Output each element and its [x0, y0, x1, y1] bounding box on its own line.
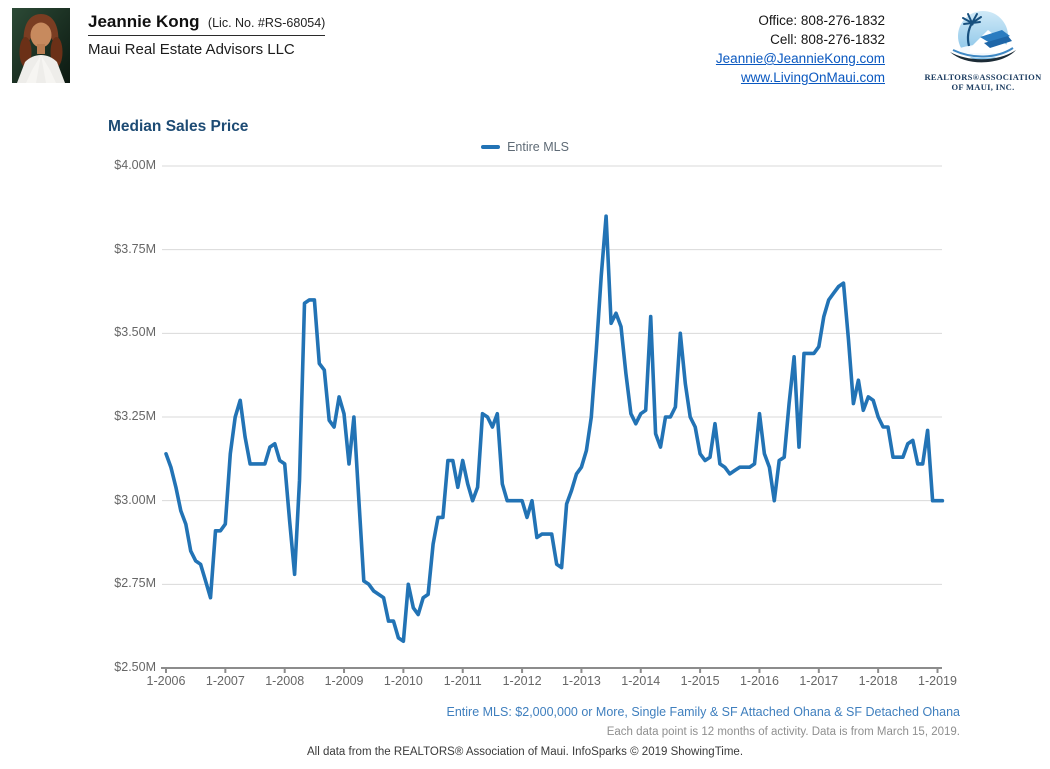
y-axis-label: $4.00M	[114, 158, 156, 172]
chart-title: Median Sales Price	[108, 118, 249, 135]
office-phone: Office: 808-276-1832	[758, 13, 885, 28]
x-axis-label: 1-2015	[680, 674, 720, 688]
y-axis-label: $2.50M	[114, 660, 156, 674]
logo-text-line1: REALTORS®ASSOCIATION	[924, 72, 1042, 82]
legend-line-swatch	[481, 145, 501, 149]
agent-name-line: Jeannie Kong (Lic. No. #RS-68054)	[88, 12, 326, 36]
y-axis-label: $3.50M	[114, 325, 156, 340]
chart-legend: Entire MLS	[0, 140, 1050, 154]
legend-label: Entire MLS	[507, 140, 569, 154]
agent-photo-image	[12, 8, 70, 83]
chart-filter-note: Entire MLS: $2,000,000 or More, Single F…	[446, 705, 960, 719]
x-axis-label: 1-2011	[443, 674, 482, 688]
y-axis-label: $3.00M	[114, 492, 156, 507]
agent-company: Maui Real Estate Advisors LLC	[88, 41, 295, 58]
agent-photo	[12, 8, 70, 83]
x-axis-label: 1-2012	[502, 674, 542, 688]
agent-name: Jeannie Kong	[88, 12, 200, 31]
x-axis-label: 1-2009	[324, 674, 364, 688]
x-axis-label: 1-2016	[739, 674, 779, 688]
x-axis-label: 1-2014	[621, 674, 661, 688]
cell-phone: Cell: 808-276-1832	[770, 32, 885, 47]
agent-info: Jeannie Kong (Lic. No. #RS-68054) Maui R…	[88, 12, 326, 58]
email-link[interactable]: Jeannie@JeannieKong.com	[715, 51, 885, 66]
x-axis-label: 1-2008	[265, 674, 305, 688]
y-axis-label: $3.75M	[114, 241, 156, 256]
x-axis-label: 1-2017	[799, 674, 839, 688]
logo-text-line2: OF MAUI, INC.	[951, 81, 1015, 92]
x-axis-label: 1-2019	[918, 674, 957, 688]
x-axis-label: 1-2010	[383, 674, 423, 688]
y-axis-label: $2.75M	[114, 576, 156, 591]
x-axis-label: 1-2018	[858, 674, 898, 688]
realtors-association-logo: REALTORS®ASSOCIATION OF MAUI, INC.	[922, 8, 1044, 92]
x-axis-label: 1-2006	[146, 674, 186, 688]
x-axis-label: 1-2007	[205, 674, 245, 688]
contact-block: Office: 808-276-1832 Cell: 808-276-1832 …	[716, 11, 885, 87]
website-link[interactable]: www.LivingOnMaui.com	[740, 70, 885, 85]
y-axis-label: $3.25M	[114, 409, 156, 423]
attribution-note: All data from the REALTORS® Association …	[306, 746, 744, 758]
chart-data-note: Each data point is 12 months of activity…	[606, 726, 960, 738]
agent-license: (Lic. No. #RS-68054)	[207, 16, 326, 30]
x-axis-label: 1-2013	[561, 674, 601, 688]
logo-graphic	[950, 11, 1016, 63]
